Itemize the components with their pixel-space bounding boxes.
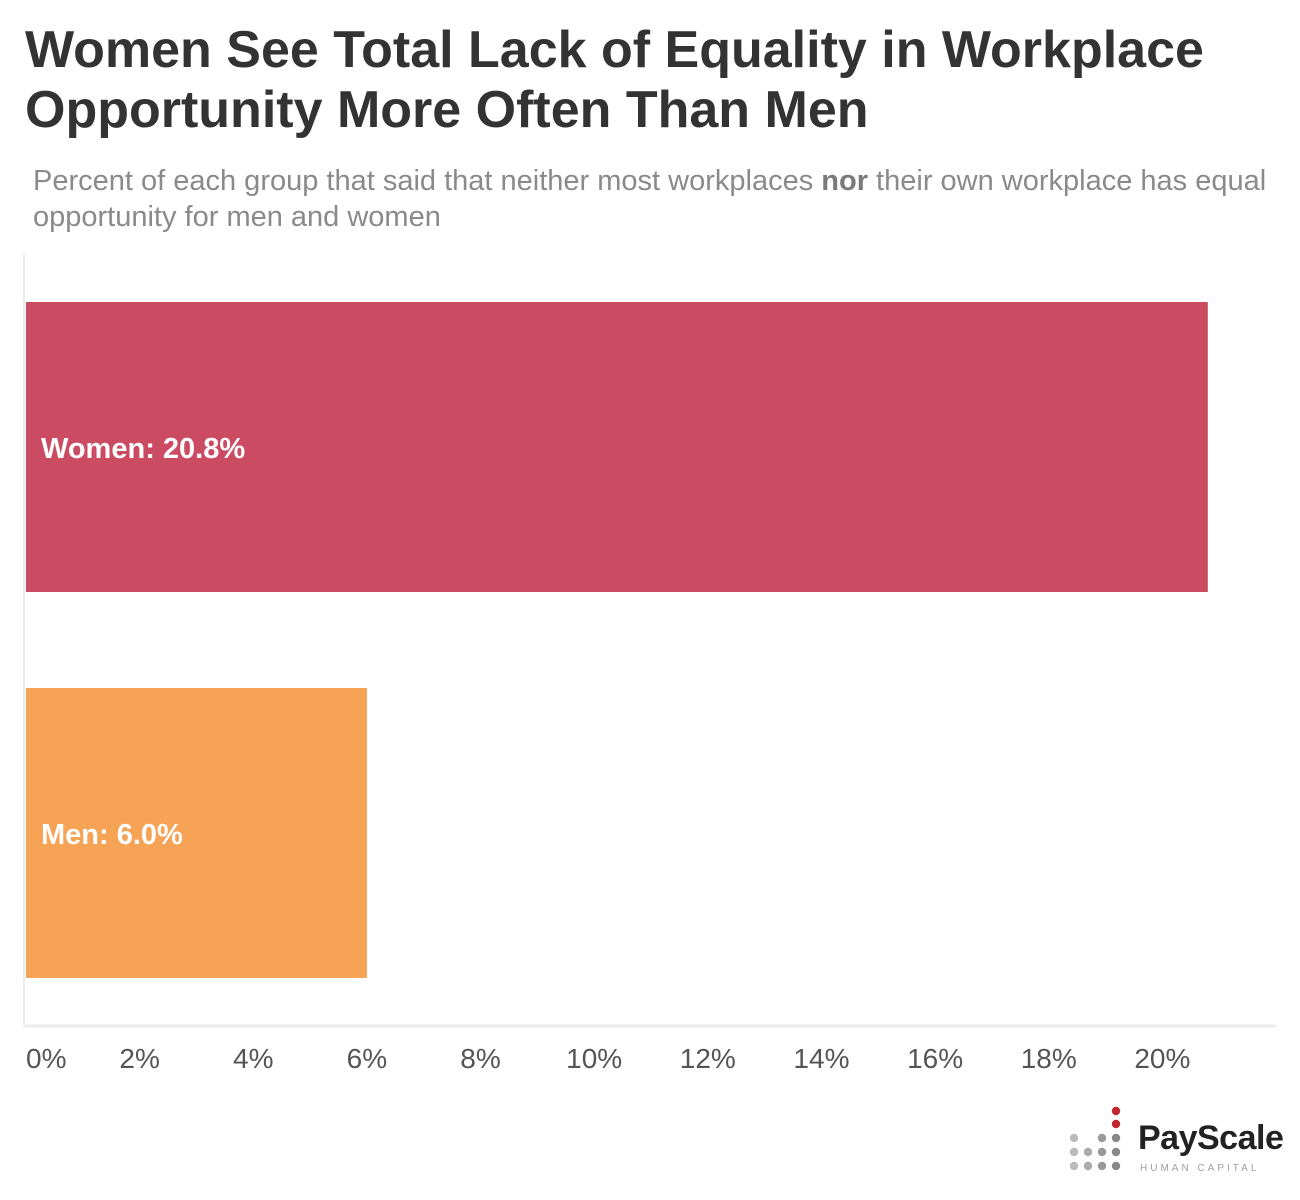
x-tick-label: 10% — [566, 1043, 622, 1074]
bar-women — [26, 302, 1208, 592]
subtitle-emphasis: nor — [821, 165, 868, 197]
x-tick-label: 6% — [347, 1043, 387, 1074]
x-tick-label: 8% — [460, 1043, 500, 1074]
payscale-logo: PayScale HUMAN CAPITAL — [1062, 1105, 1292, 1185]
bar-chart: Women: 20.8% Men: 6.0% 0% 2% 4% 6% 8% 10% 12% 14%… — [23, 255, 1276, 1074]
logo-tagline: HUMAN CAPITAL — [1140, 1163, 1260, 1174]
x-tick-label: 2% — [119, 1043, 159, 1074]
subtitle-text-after: their own workplace has equal opportunit… — [33, 165, 1267, 233]
x-tick-label: 16% — [907, 1043, 963, 1074]
x-tick-label: 0% — [26, 1043, 66, 1074]
x-tick-label: 12% — [680, 1043, 736, 1074]
chart-title: Women See Total Lack of Equality in Work… — [25, 21, 1204, 139]
chart-subtitle: Percent of each group that said that nei… — [33, 163, 1273, 235]
bar-label-men: Men: 6.0% — [41, 819, 183, 851]
x-tick-label: 18% — [1021, 1043, 1077, 1074]
subtitle-text-before: Percent of each group that said that nei… — [33, 165, 822, 197]
payscale-logo-mark-icon — [1069, 1106, 1121, 1171]
x-tick-label: 4% — [233, 1043, 273, 1074]
logo-wordmark: PayScale — [1138, 1119, 1284, 1157]
x-tick-label: 14% — [793, 1043, 849, 1074]
bar-men — [26, 688, 367, 978]
bar-label-women: Women: 20.8% — [41, 433, 245, 465]
x-tick-label: 20% — [1134, 1043, 1190, 1074]
